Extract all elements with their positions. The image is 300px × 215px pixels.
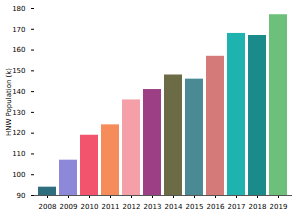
svg-text:HNW Population (k): HNW Population (k) [5, 68, 13, 136]
svg-text:2019: 2019 [270, 203, 288, 211]
svg-text:100: 100 [12, 171, 25, 179]
svg-text:170: 170 [12, 26, 25, 34]
svg-text:180: 180 [12, 5, 25, 13]
svg-text:160: 160 [12, 46, 25, 54]
svg-text:2010: 2010 [81, 203, 99, 211]
svg-text:130: 130 [12, 109, 25, 117]
svg-text:110: 110 [12, 150, 25, 158]
svg-text:120: 120 [12, 129, 25, 137]
svg-text:2015: 2015 [186, 203, 204, 211]
svg-text:2008: 2008 [39, 203, 57, 211]
svg-text:2013: 2013 [144, 203, 162, 211]
svg-text:2017: 2017 [228, 203, 246, 211]
svg-text:150: 150 [12, 67, 25, 75]
svg-text:2011: 2011 [102, 203, 120, 211]
svg-text:2018: 2018 [249, 203, 267, 211]
svg-text:2016: 2016 [207, 203, 225, 211]
svg-text:140: 140 [12, 88, 25, 96]
svg-text:2012: 2012 [123, 203, 141, 211]
svg-text:90: 90 [17, 192, 26, 200]
svg-text:2009: 2009 [60, 203, 78, 211]
svg-text:2014: 2014 [165, 203, 183, 211]
